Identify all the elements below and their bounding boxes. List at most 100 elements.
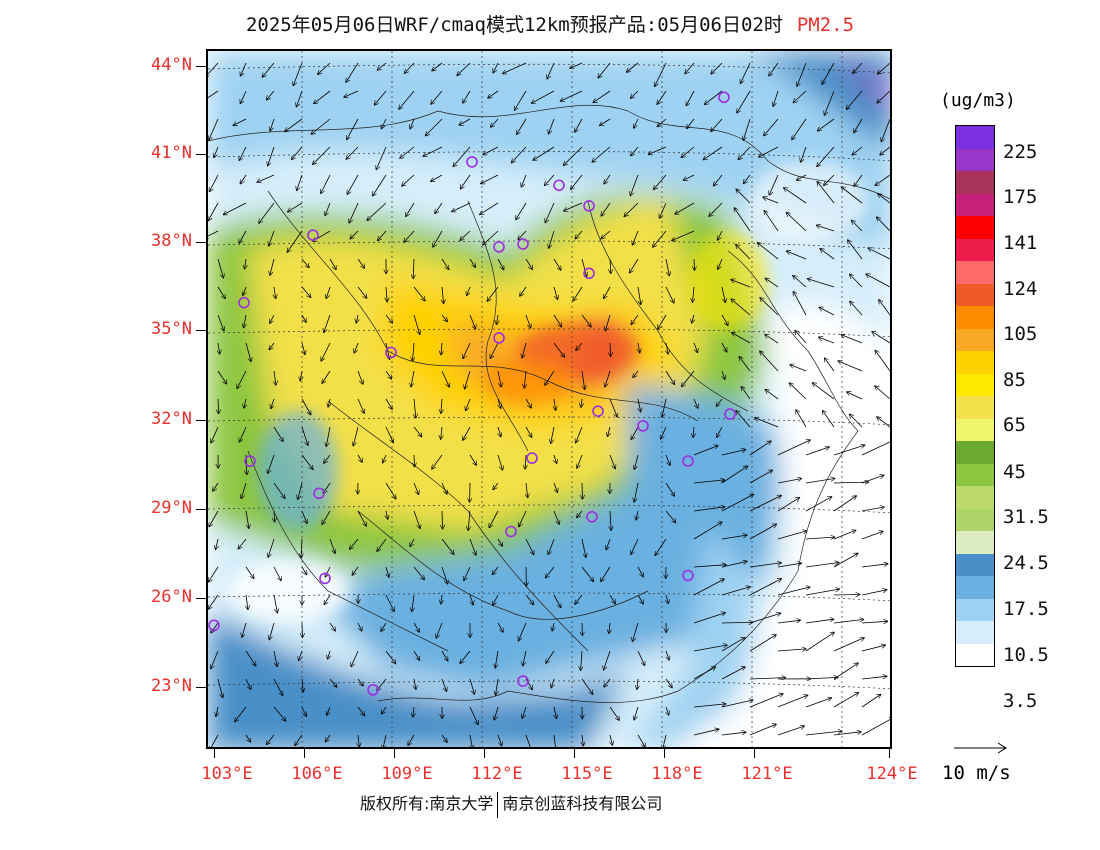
wind-arrow: [654, 174, 667, 189]
wind-arrow: [285, 118, 303, 132]
wind-arrow: [441, 678, 447, 691]
wind-arrow: [352, 566, 359, 575]
wind-arrow: [269, 622, 275, 640]
wind-arrow: [301, 342, 305, 354]
wind-arrow: [243, 286, 246, 295]
wind-arrow: [410, 538, 415, 546]
colorbar-segment: [956, 441, 994, 464]
wind-arrow: [525, 678, 532, 689]
wind-arrow: [301, 566, 307, 575]
wind-arrow: [637, 594, 643, 604]
wind-arrow: [875, 351, 890, 372]
wind-arrow: [269, 230, 275, 246]
wind-arrow: [385, 594, 394, 611]
wind-arrow: [295, 734, 303, 745]
wind-arrow: [581, 370, 585, 389]
wind-arrow: [604, 678, 611, 687]
wind-arrow: [273, 482, 285, 498]
wind-arrow: [660, 202, 667, 218]
wind-arrow: [736, 189, 751, 204]
wind-arrow: [545, 202, 555, 223]
wind-arrow: [631, 146, 639, 156]
wind-arrow: [789, 383, 807, 400]
wind-arrow: [326, 426, 331, 446]
wind-arrow: [413, 706, 414, 717]
wind-arrow: [209, 118, 219, 140]
map-panel[interactable]: [206, 49, 892, 749]
wind-arrow: [571, 174, 583, 189]
wind-arrow: [889, 510, 890, 511]
wind-arrow: [548, 538, 555, 554]
wind-arrow: [634, 454, 639, 469]
wind-arrow: [525, 314, 531, 328]
wind-arrow: [497, 314, 499, 324]
wind-arrow: [564, 202, 583, 211]
wind-arrow: [350, 230, 359, 239]
wind-arrow: [777, 620, 800, 624]
wind-arrow: [351, 650, 359, 666]
wind-arrow: [805, 632, 834, 652]
wind-arrow: [749, 724, 776, 736]
wind-arrow: [861, 531, 883, 540]
wind-arrow: [217, 678, 223, 697]
wind-arrow: [592, 146, 611, 162]
wind-arrow: [441, 538, 454, 554]
wind-arrow: [731, 280, 751, 288]
lat-tick: [196, 330, 206, 331]
wind-arrow: [211, 622, 219, 633]
wind-arrow: [793, 292, 807, 316]
wind-arrow: [732, 333, 751, 344]
wind-arrow: [209, 510, 219, 527]
wind-arrow: [293, 62, 303, 85]
wind-arrow: [413, 510, 420, 528]
wind-arrow: [313, 146, 331, 164]
colorbar-segment: [956, 463, 994, 486]
wind-arrow: [273, 650, 277, 666]
wind-arrow: [274, 286, 276, 298]
wind-arrow: [241, 482, 247, 498]
wind-arrow: [866, 274, 890, 288]
wind-arrow: [609, 594, 615, 603]
wind-arrow: [657, 90, 667, 104]
colorbar-segment: [956, 621, 994, 644]
wind-arrow: [498, 426, 501, 437]
wind-arrow: [441, 482, 447, 494]
wind-arrow: [852, 146, 863, 155]
wind-arrow: [573, 286, 583, 301]
wind-arrow: [322, 510, 331, 524]
wind-arrow: [244, 314, 246, 328]
wind-arrow: [721, 732, 746, 736]
wind-arrow: [877, 217, 890, 232]
wind-arrow: [777, 479, 801, 484]
colorbar-label: 45: [1003, 461, 1026, 483]
wind-arrow: [633, 230, 639, 245]
wind-arrow: [805, 479, 835, 484]
wind-arrow: [292, 146, 303, 159]
wind-arrow: [581, 650, 582, 670]
wind-arrow: [459, 118, 471, 125]
wind-arrow: [301, 706, 306, 716]
wind-arrow: [268, 146, 275, 166]
wind-arrow: [693, 286, 695, 302]
wind-arrow: [604, 286, 611, 298]
wind-arrow: [805, 698, 831, 708]
lon-tick: [214, 749, 215, 758]
wind-arrow: [465, 370, 471, 389]
wind-arrow: [661, 426, 667, 439]
wind-arrow: [493, 482, 499, 489]
lon-tick: [304, 749, 305, 758]
wind-arrow: [685, 62, 695, 74]
wind-arrow: [637, 566, 643, 577]
wind-arrow: [675, 202, 695, 214]
wind-arrow: [267, 90, 275, 100]
wind-arrow: [805, 589, 839, 596]
wind-arrow: [581, 538, 586, 557]
wind-arrow: [721, 286, 725, 302]
wind-arrow: [666, 342, 668, 354]
wind-arrow: [749, 441, 771, 456]
wind-arrow: [357, 258, 364, 268]
wind-arrow: [777, 531, 807, 540]
wind-arrow: [245, 650, 256, 666]
wind-arrow: [861, 564, 888, 568]
wind-arrow: [385, 482, 396, 499]
